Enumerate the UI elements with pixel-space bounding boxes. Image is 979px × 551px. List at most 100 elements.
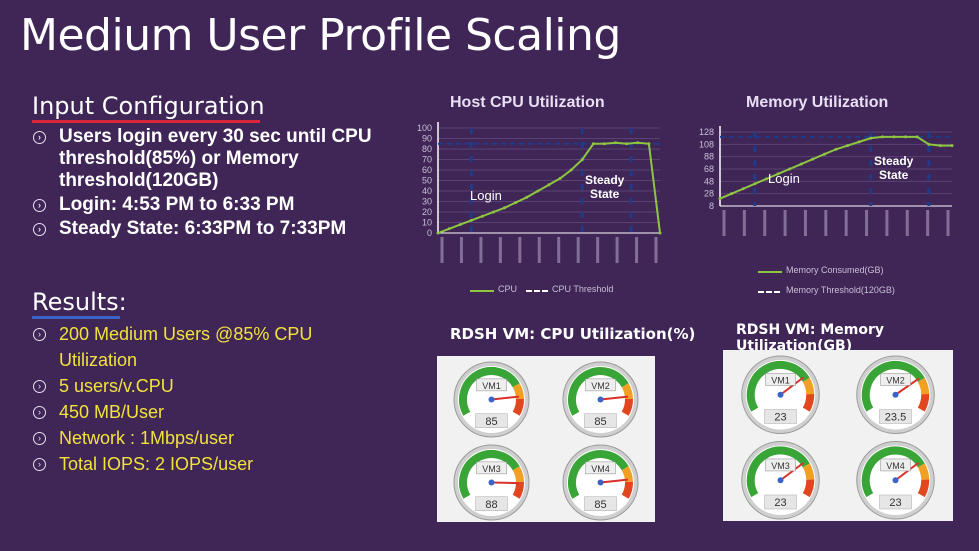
data-point	[447, 227, 451, 231]
y-tick-label: 40	[422, 186, 432, 196]
gauge-value: 23	[774, 497, 786, 509]
results-section: Results:	[32, 288, 127, 319]
gauge-value-box	[764, 409, 797, 424]
legend-swatch-threshold	[758, 291, 780, 293]
gauge-needle	[779, 376, 805, 396]
gauge-label: VM4	[886, 461, 905, 471]
gauge-value-box	[879, 409, 912, 424]
gauge-hub	[597, 396, 604, 403]
x-tick-label	[537, 237, 541, 263]
x-tick-label	[926, 210, 930, 236]
gauge-hub	[892, 477, 899, 484]
gauge-value-box	[584, 413, 617, 428]
gauge-band	[802, 463, 815, 480]
gauge-value-box	[879, 494, 912, 510]
gauge-band	[621, 398, 633, 416]
gauge-band	[746, 361, 810, 412]
gauge-needle	[600, 395, 628, 401]
data-point	[625, 142, 629, 146]
gauge: VM4 23	[856, 441, 935, 520]
x-tick-label	[557, 237, 561, 263]
gauge-band	[568, 450, 629, 499]
input-config-heading: Input Configuration	[32, 92, 265, 120]
gauge-band	[621, 383, 633, 400]
gauge-label: VM2	[886, 375, 905, 385]
gauge: VM2 23.5	[856, 355, 935, 434]
x-tick-label	[763, 210, 767, 236]
data-point	[636, 141, 640, 145]
x-tick-label	[946, 210, 950, 236]
data-point	[503, 206, 507, 210]
x-tick-label	[722, 210, 726, 236]
vm-cpu-title: RDSH VM: CPU Utilization(%)	[450, 325, 696, 343]
legend-swatch-threshold	[526, 290, 548, 292]
gauge-band	[917, 479, 930, 498]
bullet-icon: ›	[33, 432, 46, 445]
gauge-band	[459, 367, 520, 416]
gauge-band	[746, 446, 810, 498]
x-tick-label	[440, 237, 444, 263]
gauge-label: VM3	[482, 464, 501, 474]
list-item-text: Login: 4:53 PM to 6:33 PM	[59, 194, 295, 215]
gauge-band	[861, 361, 925, 412]
list-item-text: 5 users/v.CPU	[59, 376, 174, 396]
x-tick-label	[479, 237, 483, 263]
x-tick-label	[742, 210, 746, 236]
bullet-icon: ›	[33, 406, 46, 419]
steady-label-line: Steady	[585, 173, 625, 187]
list-item: › Total IOPS: 2 IOPS/user	[33, 451, 353, 477]
gauge-needle	[779, 462, 805, 482]
gauge-value: 23.5	[885, 411, 906, 423]
x-tick-label	[518, 237, 522, 263]
bullet-icon: ›	[33, 199, 46, 212]
gauge-value: 85	[594, 499, 606, 511]
data-point	[730, 192, 734, 196]
y-tick-label: 8	[709, 201, 714, 211]
x-tick-label	[498, 237, 502, 263]
y-tick-label: 80	[422, 144, 432, 154]
gauge: VM1 23	[741, 355, 820, 434]
x-tick-label	[783, 210, 787, 236]
y-tick-label: 0	[427, 228, 432, 238]
x-tick-label	[576, 237, 580, 263]
gauge-value: 85	[594, 416, 606, 428]
y-tick-label: 30	[422, 197, 432, 207]
legend-label: Memory Consumed(GB)	[786, 265, 884, 275]
data-point	[558, 176, 562, 180]
cpu-steady-label: Steady State	[585, 173, 624, 201]
data-point	[950, 144, 954, 148]
y-tick-label: 48	[704, 176, 714, 186]
gauge-label-box	[585, 378, 616, 392]
data-point	[788, 167, 792, 171]
list-item: › 5 users/v.CPU	[33, 373, 353, 399]
data-point	[458, 223, 462, 227]
data-point	[614, 141, 618, 145]
data-point	[580, 158, 584, 161]
y-tick-label: 10	[422, 218, 432, 228]
x-tick-label	[654, 237, 658, 263]
gauge-label-box	[476, 378, 507, 392]
bullet-icon: ›	[33, 223, 46, 236]
gauge-hub	[597, 479, 604, 486]
gauge-band	[621, 481, 633, 499]
legend-label: CPU Threshold	[552, 284, 614, 294]
data-point	[927, 142, 931, 146]
list-item: › Users login every 30 sec until CPU thre…	[33, 126, 383, 192]
gauge-needle	[600, 478, 628, 484]
y-tick-label: 100	[417, 123, 432, 133]
data-point	[492, 210, 495, 214]
gauge-label-box	[880, 458, 911, 472]
x-tick-label	[885, 210, 889, 236]
bullet-icon: ›	[33, 380, 46, 393]
y-tick-label: 128	[699, 127, 714, 137]
data-point	[436, 231, 440, 235]
gauge-value-box	[475, 496, 508, 511]
gauge-value-box	[584, 496, 617, 511]
data-point	[480, 214, 484, 218]
gauge-band	[512, 398, 524, 416]
data-point	[741, 187, 745, 191]
list-item: › Login: 4:53 PM to 6:33 PM	[33, 194, 383, 216]
gauge: VM3 88	[453, 444, 530, 521]
